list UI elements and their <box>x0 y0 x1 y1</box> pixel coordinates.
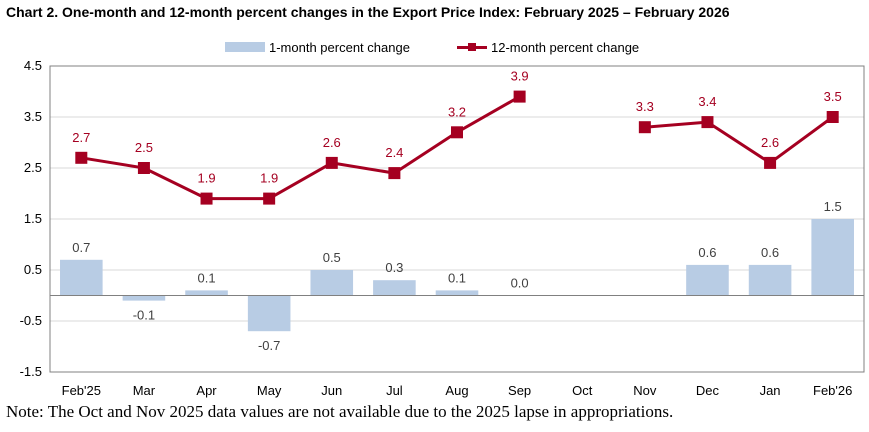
line-data-label: 3.9 <box>511 69 529 84</box>
y-tick-label: 4.5 <box>24 58 42 73</box>
legend-item-12-month: 12-month percent change <box>457 36 639 58</box>
bar <box>435 290 479 296</box>
y-tick-label: -1.5 <box>20 364 42 379</box>
legend-swatch-bar <box>225 42 265 52</box>
line-data-label: 2.5 <box>135 140 153 155</box>
line-data-label: 3.3 <box>636 99 654 114</box>
line-marker <box>826 111 839 123</box>
bar-data-label: 0.5 <box>323 250 341 265</box>
x-tick-label: Feb'25 <box>62 383 101 398</box>
y-tick-label: 0.5 <box>24 262 42 277</box>
axes: -1.5 -0.5 0.5 1.5 2.5 3.5 4.5 Feb'25 Mar Apr May Ju… <box>20 58 865 398</box>
bar-data-label: 1.5 <box>824 199 842 214</box>
line-data-label: 3.5 <box>824 89 842 104</box>
bar <box>247 295 291 332</box>
x-tick-label: Sep <box>508 383 531 398</box>
x-tick-label: Jun <box>321 383 342 398</box>
bar-data-label: 0.1 <box>197 270 215 285</box>
legend-label-1-month: 1-month percent change <box>269 39 410 55</box>
bar-data-label: 0.6 <box>698 245 716 260</box>
bar <box>310 270 354 296</box>
bar <box>811 219 854 296</box>
footnote: Note: The Oct and Nov 2025 data values a… <box>6 402 674 421</box>
x-tick-label: Oct <box>572 383 593 398</box>
x-tick-label: Apr <box>196 383 217 398</box>
series-line <box>644 115 834 165</box>
line-marker <box>325 156 338 169</box>
bar-data-label: 0.0 <box>511 276 529 291</box>
bar <box>373 280 416 296</box>
line-marker <box>764 156 777 169</box>
legend-item-1-month: 1-month percent change <box>225 36 410 58</box>
line-data-label: 2.7 <box>72 130 90 145</box>
series-line <box>81 95 521 201</box>
bar-data-label: 0.7 <box>72 240 90 255</box>
y-tick-label: 3.5 <box>24 109 42 124</box>
line-marker <box>75 151 88 164</box>
x-tick-label: Mar <box>133 383 156 398</box>
bar-data-label: -0.7 <box>258 338 280 353</box>
line-data-label: 2.4 <box>385 145 403 160</box>
line-data-label: 2.6 <box>323 135 341 150</box>
chart-legend: 1-month percent change 12-month percent … <box>0 36 869 58</box>
x-tick-label: Jan <box>760 383 781 398</box>
x-tick-label: Feb'26 <box>813 383 852 398</box>
bar <box>122 295 166 301</box>
line-marker <box>451 126 463 139</box>
chart-plot: 0.7 -0.1 0.1 -0.7 0.5 0.3 0.1 0.0 0.6 0.6 1.5 2.7 2.… <box>20 58 865 398</box>
y-tick-label: 1.5 <box>24 211 42 226</box>
y-tick-label: 2.5 <box>24 160 42 175</box>
bar <box>748 264 792 296</box>
line-data-label: 1.9 <box>260 171 278 186</box>
bar-data-label: 0.1 <box>448 270 466 285</box>
x-tick-label: Aug <box>445 383 468 398</box>
legend-swatch-line <box>457 42 487 52</box>
legend-label-12-month: 12-month percent change <box>491 39 640 55</box>
bar <box>185 290 228 296</box>
bar <box>60 259 103 296</box>
line-data-label: 1.9 <box>197 171 215 186</box>
line-marker <box>200 192 213 205</box>
bar-data-label: 0.6 <box>761 245 779 260</box>
line-marker <box>701 116 714 129</box>
chart-title: Chart 2. One-month and 12-month percent … <box>6 4 730 20</box>
line-series <box>75 90 839 205</box>
line-marker <box>513 90 526 103</box>
plot-border <box>49 65 865 373</box>
line-marker <box>137 162 150 174</box>
x-tick-label: Dec <box>696 383 720 398</box>
x-tick-label: May <box>257 383 282 398</box>
bar-series <box>60 219 854 332</box>
x-tick-label: Nov <box>633 383 657 398</box>
y-tick-label: -0.5 <box>20 313 42 328</box>
x-tick-label: Jul <box>386 383 403 398</box>
bar <box>686 264 729 296</box>
line-data-label: 3.4 <box>698 94 716 109</box>
line-marker <box>263 192 276 205</box>
bar-data-label: -0.1 <box>133 308 155 323</box>
bar-data-label: 0.3 <box>385 260 403 275</box>
line-data-label: 3.2 <box>448 104 466 119</box>
line-marker <box>388 167 401 180</box>
data-labels: 0.7 -0.1 0.1 -0.7 0.5 0.3 0.1 0.0 0.6 0.6 1.5 2.7 2.… <box>72 69 841 354</box>
line-marker <box>638 121 651 134</box>
line-data-label: 2.6 <box>761 135 779 150</box>
